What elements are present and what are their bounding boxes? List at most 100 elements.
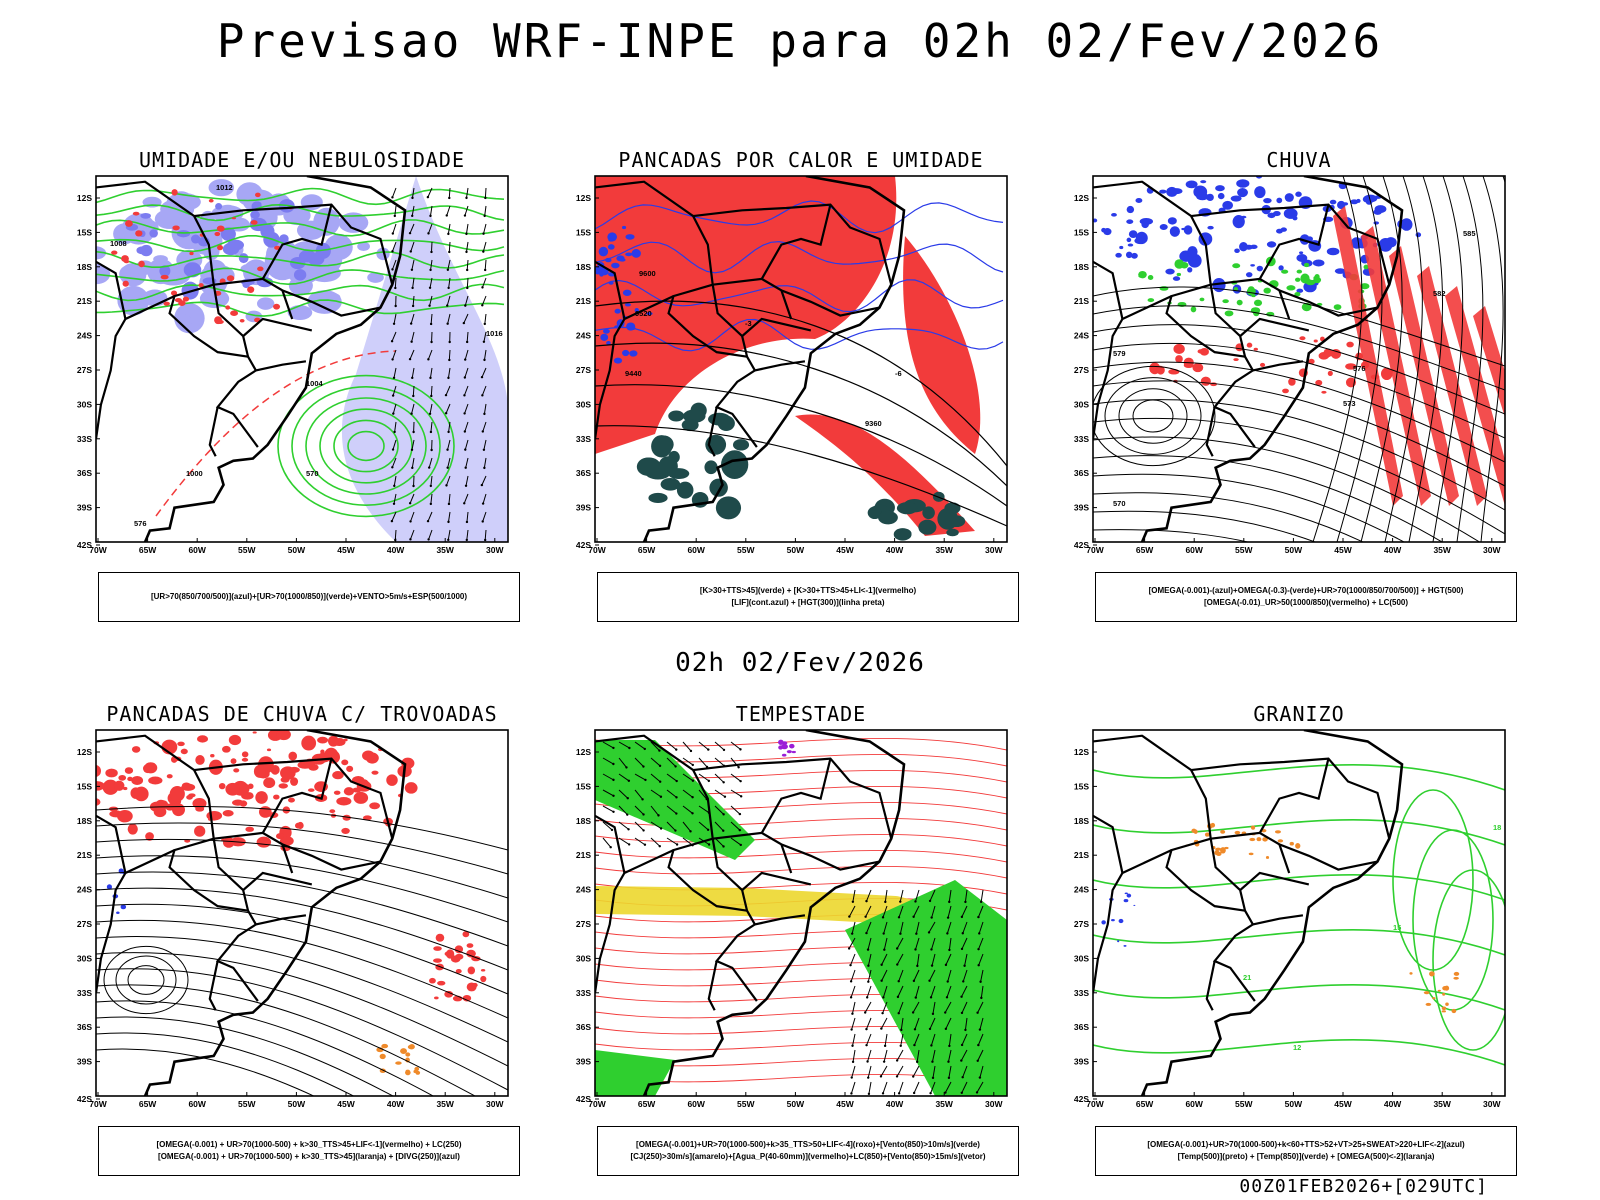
country-border xyxy=(754,914,806,926)
lon-label: 40W xyxy=(1384,1099,1402,1109)
k-index-area xyxy=(715,496,742,520)
wind-vector-head xyxy=(447,520,450,524)
wind-vector xyxy=(465,241,469,252)
wind-vector-head xyxy=(851,1044,854,1047)
wind-vector xyxy=(394,205,397,216)
streamline-250 xyxy=(96,903,508,995)
wind-vector-head xyxy=(390,340,394,343)
lat-label: 39S xyxy=(576,1057,591,1067)
humidity-core xyxy=(183,262,202,278)
wind-vector-head xyxy=(944,1091,947,1094)
wind-vector-head xyxy=(867,964,870,967)
wind-vector xyxy=(913,969,920,982)
k-index-area xyxy=(732,439,750,451)
streamline-250 xyxy=(96,838,508,899)
green-contour xyxy=(291,386,441,507)
humidity-core xyxy=(226,239,245,251)
k-index-area xyxy=(918,519,937,535)
wind-vector-head xyxy=(447,502,451,506)
wind-vector xyxy=(411,439,415,450)
wind-vector xyxy=(464,295,469,306)
thunderstorm-area xyxy=(317,736,329,744)
thunderstorm-area xyxy=(343,738,348,742)
wind-vector-head xyxy=(948,948,951,952)
wind-vector-head xyxy=(883,948,886,951)
lat-label: 33S xyxy=(1074,434,1089,444)
red-contour xyxy=(121,255,129,263)
wind-vector-head xyxy=(930,1044,933,1047)
omega500-area xyxy=(1441,1006,1447,1011)
red-contour xyxy=(171,189,178,196)
thunderstorm-area xyxy=(433,946,442,951)
wind-vector xyxy=(447,259,451,270)
wind-vector-head xyxy=(707,843,711,846)
wind-vector xyxy=(915,985,920,998)
wind-vector xyxy=(882,1081,888,1094)
wind-vector-head xyxy=(674,765,677,768)
country-border xyxy=(780,844,793,874)
wind-vector xyxy=(446,475,451,486)
wind-vector-head xyxy=(426,195,430,199)
wind-vector-head xyxy=(928,979,931,982)
thunderstorm-area xyxy=(145,832,154,841)
lat-label: 24S xyxy=(576,885,591,895)
lat-label: 42S xyxy=(77,540,92,550)
map-granizo: 12 15 18 21 12S 15S 18S 21S 24S 27S 30S 33S 36S 39S 42… xyxy=(1074,729,1506,1109)
wind-vector xyxy=(851,1017,856,1030)
contour-label: 579 xyxy=(1113,349,1126,358)
wind-vector-head xyxy=(465,196,468,200)
wind-vector xyxy=(898,1081,904,1094)
wind-vector xyxy=(448,187,451,199)
omega500-area xyxy=(1234,830,1241,835)
water-vapour-contour xyxy=(595,833,1007,847)
omega-area xyxy=(1185,180,1198,189)
thunderstorm-area xyxy=(232,799,244,806)
green-contour xyxy=(347,430,385,462)
lif-contour xyxy=(622,349,630,357)
hgt500-contour xyxy=(1384,176,1423,542)
lon-label: 70W xyxy=(89,545,107,555)
wind-vector-head xyxy=(960,947,964,951)
lon-label: 30W xyxy=(486,545,504,555)
hgt500-contour xyxy=(1480,176,1504,542)
country-border xyxy=(1210,277,1378,317)
thunderstorm-area xyxy=(332,770,344,780)
hgt500-contour xyxy=(1093,436,1481,542)
contour-label: 1008 xyxy=(110,239,127,248)
wind-vector xyxy=(650,837,661,847)
omega-area xyxy=(1217,192,1225,200)
country-border xyxy=(595,849,674,994)
wind-vector-head xyxy=(626,813,629,816)
wind-vector-head xyxy=(612,810,615,813)
wind-vector-head xyxy=(409,322,413,325)
country-border xyxy=(96,814,127,874)
country-border xyxy=(595,734,758,1002)
thunderstorm-area xyxy=(210,754,215,758)
hgt500-contour xyxy=(1502,176,1505,542)
wind-vector xyxy=(429,403,433,414)
wind-vector-head xyxy=(899,900,902,903)
thunderstorm-area xyxy=(444,990,454,998)
legend-pancadas-calor: [K>30+TTS>45](verde) + [K>30+TTS>45+LI<-… xyxy=(597,572,1019,622)
wind-vector-head xyxy=(409,250,412,253)
wind-vector xyxy=(464,439,469,450)
humidity-core xyxy=(250,210,260,219)
wind-vector-head xyxy=(482,232,485,235)
wind-vector xyxy=(666,821,676,831)
thunderstorm-area xyxy=(148,776,163,785)
legend-line: [UR>70(850/700/500)](azul)+[UR>70(1000/8… xyxy=(150,592,468,601)
lat-label: 18S xyxy=(576,816,591,826)
country-border xyxy=(168,283,249,358)
thunderstorm-area xyxy=(362,815,372,821)
omega-area xyxy=(1326,247,1340,256)
wind-vector xyxy=(411,331,415,342)
country-border xyxy=(595,260,626,320)
thunderstorm-area xyxy=(278,783,288,789)
green-contour xyxy=(96,283,505,302)
k-index-area xyxy=(681,418,699,432)
wind-vector-head xyxy=(896,995,900,999)
wind-vector-head xyxy=(866,948,870,951)
wind-vector xyxy=(864,1001,872,1013)
lat-label: 24S xyxy=(576,331,591,341)
wind-vector-head xyxy=(394,304,397,308)
